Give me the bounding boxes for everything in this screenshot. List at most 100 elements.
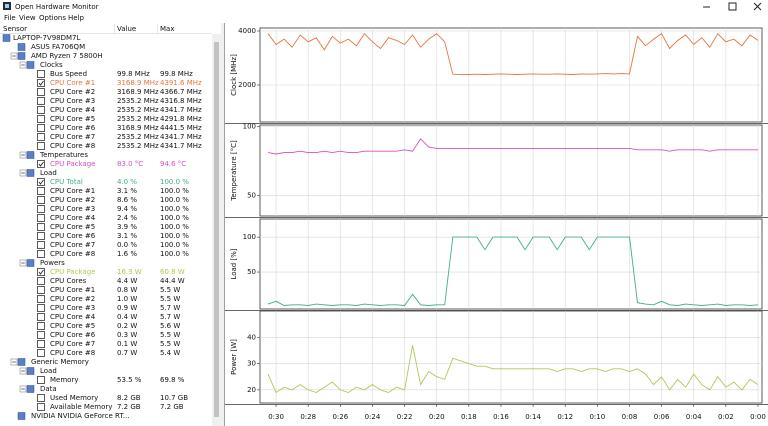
sensor-checkbox[interactable] <box>37 178 45 186</box>
sensor-checkbox[interactable] <box>37 133 45 141</box>
sensor-value: 2535.2 MHz <box>117 106 159 114</box>
sensor-max: 4341.7 MHz <box>160 106 202 114</box>
x-tick-label: 0:06 <box>654 413 670 421</box>
sensor-value: 8.6 % <box>117 196 137 204</box>
sensor-max: 100.0 % <box>160 178 189 186</box>
y-tick-label: 40 <box>247 333 256 341</box>
sensor-value: 3168.9 MHz <box>117 88 159 96</box>
sensor-name: CPU Core #7 <box>50 241 95 249</box>
sensor-checkbox[interactable] <box>37 187 45 195</box>
sensor-line <box>267 32 759 76</box>
sensor-checkbox[interactable] <box>37 340 45 348</box>
sensor-max: 44.4 W <box>160 277 185 285</box>
sensor-checkbox[interactable] <box>37 70 45 78</box>
splitter[interactable] <box>221 23 224 426</box>
sensor-checkbox[interactable] <box>37 304 45 312</box>
tree-label: Data <box>40 385 57 393</box>
sensor-checkbox[interactable] <box>37 196 45 204</box>
sensor-checkbox[interactable] <box>37 376 45 384</box>
menu-item[interactable]: File <box>4 14 16 22</box>
sensor-checkbox[interactable] <box>37 403 45 411</box>
x-tick-label: 0:26 <box>332 413 348 421</box>
sensor-checkbox[interactable] <box>37 106 45 114</box>
x-tick-label: 0:08 <box>622 413 638 421</box>
sensor-checkbox[interactable] <box>37 205 45 213</box>
sensor-value: 0.7 W <box>117 349 137 357</box>
sensor-name: CPU Core #6 <box>50 232 96 240</box>
sensor-checkbox[interactable] <box>37 79 45 87</box>
sensor-max: 4341.7 MHz <box>160 133 202 141</box>
sensor-max: 5.5 W <box>160 286 180 294</box>
sensor-checkbox[interactable] <box>37 295 45 303</box>
sensor-checkbox[interactable] <box>37 313 45 321</box>
sensor-value: 16.3 W <box>117 268 142 276</box>
sensor-checkbox[interactable] <box>37 286 45 294</box>
menu-item[interactable]: Help <box>68 14 85 22</box>
tree-icon <box>17 358 26 366</box>
x-tick-label: 0:14 <box>525 413 541 421</box>
sensor-checkbox[interactable] <box>37 394 45 402</box>
sensor-value: 53.5 % <box>117 376 142 384</box>
tree-label: ASUS FA706QM <box>31 43 85 51</box>
sensor-checkbox[interactable] <box>37 142 45 150</box>
sensor-checkbox[interactable] <box>37 322 45 330</box>
sensor-checkbox[interactable] <box>37 331 45 339</box>
sensor-checkbox[interactable] <box>37 250 45 258</box>
sensor-line <box>267 236 759 306</box>
sensor-value: 9.4 % <box>117 205 137 213</box>
x-tick-label: 0:16 <box>493 413 509 421</box>
sensor-max: 100.0 % <box>160 214 189 222</box>
sensor-name: CPU Core #1 <box>50 187 95 195</box>
sensor-name: CPU Core #5 <box>50 223 95 231</box>
sensor-checkbox[interactable] <box>37 97 45 105</box>
sensor-checkbox[interactable] <box>37 115 45 123</box>
sensor-value: 99.8 MHz <box>117 70 150 78</box>
tree-label: Load <box>40 169 57 177</box>
sensor-max: 100.0 % <box>160 205 189 213</box>
sensor-max: 69.8 % <box>160 376 185 384</box>
sensor-checkbox[interactable] <box>37 232 45 240</box>
sensor-checkbox[interactable] <box>37 223 45 231</box>
sensor-max: 5.7 W <box>160 313 180 321</box>
column-header[interactable]: Value <box>117 25 136 33</box>
tree-label: Powers <box>40 259 65 267</box>
sensor-value: 8.2 GB <box>117 394 141 402</box>
sensor-value: 7.2 GB <box>117 403 141 411</box>
sensor-name: CPU Core #5 <box>50 322 95 330</box>
sensor-max: 100.0 % <box>160 196 189 204</box>
sensor-value: 3.9 % <box>117 223 137 231</box>
close-button[interactable] <box>753 2 762 11</box>
sensor-checkbox[interactable] <box>37 160 45 168</box>
scrollbar-thumb[interactable] <box>214 42 219 417</box>
sensor-value: 3.1 % <box>117 187 137 195</box>
sensor-name: Memory <box>50 376 78 384</box>
sensor-checkbox[interactable] <box>37 124 45 132</box>
y-axis-label: Power [W] <box>230 339 238 375</box>
sensor-max: 4316.8 MHz <box>160 97 202 105</box>
sensor-checkbox[interactable] <box>37 88 45 96</box>
sensor-value: 4.4 W <box>117 277 137 285</box>
sensor-name: CPU Core #6 <box>50 331 96 339</box>
sensor-checkbox[interactable] <box>37 277 45 285</box>
sensor-checkbox[interactable] <box>37 268 45 276</box>
sensor-value: 1.0 W <box>117 295 137 303</box>
menu-item[interactable]: Options <box>39 14 66 22</box>
sensor-line <box>267 345 759 394</box>
tree-icon <box>26 169 35 177</box>
sensor-max: 100.0 % <box>160 223 189 231</box>
menu-item[interactable]: View <box>19 14 36 22</box>
x-tick-label: 0:18 <box>461 413 477 421</box>
column-header[interactable]: Sensor <box>3 25 27 33</box>
column-header[interactable]: Max <box>160 25 174 33</box>
y-tick-label: 20 <box>247 386 256 394</box>
sensor-checkbox[interactable] <box>37 349 45 357</box>
sensor-value: 0.2 W <box>117 322 137 330</box>
y-tick-label: 50 <box>247 268 256 276</box>
x-tick-label: 0:20 <box>429 413 445 421</box>
sensor-checkbox[interactable] <box>37 214 45 222</box>
maximize-button[interactable] <box>728 2 737 11</box>
sensor-checkbox[interactable] <box>37 241 45 249</box>
x-tick-label: 0:00 <box>750 413 766 421</box>
sensor-max: 100.0 % <box>160 241 189 249</box>
